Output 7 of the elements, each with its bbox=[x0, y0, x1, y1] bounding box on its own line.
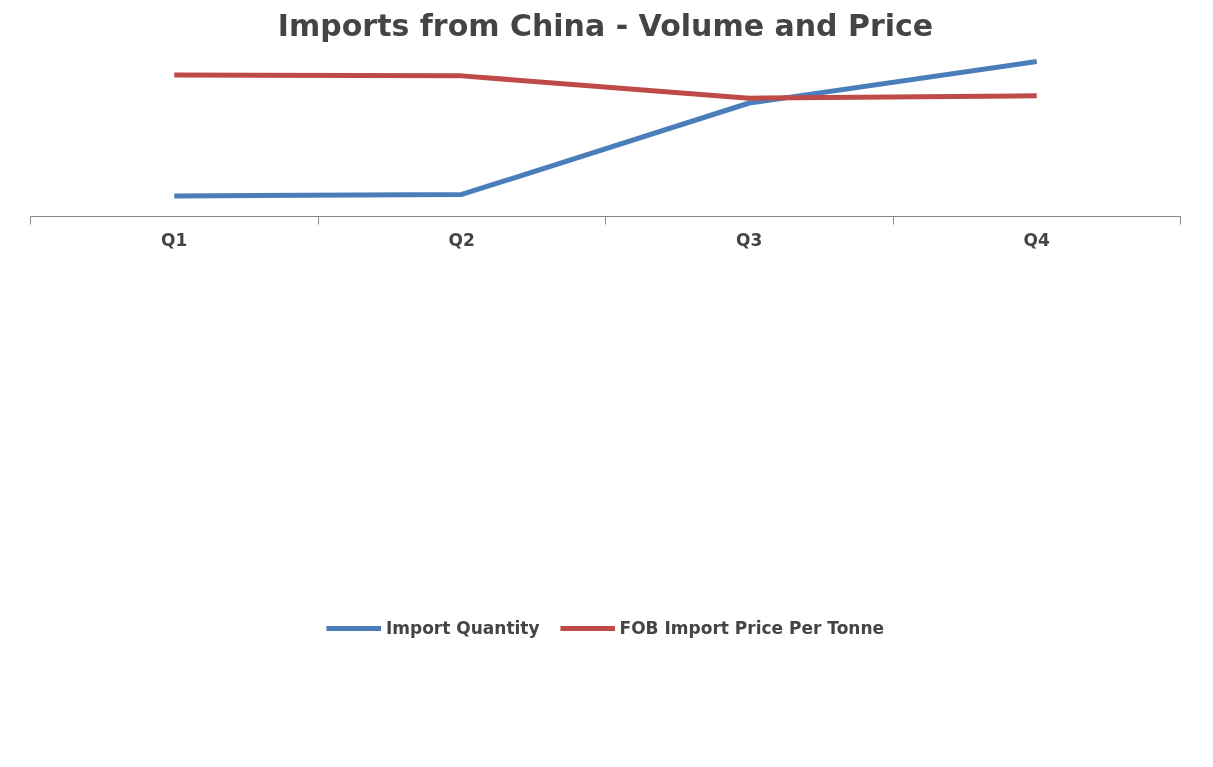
chart-title: Imports from China - Volume and Price bbox=[277, 7, 934, 43]
x-tick-label: Q2 bbox=[448, 229, 475, 250]
x-tick-label: Q1 bbox=[161, 229, 188, 250]
legend-label: FOB Import Price Per Tonne bbox=[619, 618, 885, 638]
legend-label: Import Quantity bbox=[385, 618, 540, 638]
x-tick-label: Q3 bbox=[736, 229, 763, 250]
x-tick-label: Q4 bbox=[1023, 229, 1051, 250]
